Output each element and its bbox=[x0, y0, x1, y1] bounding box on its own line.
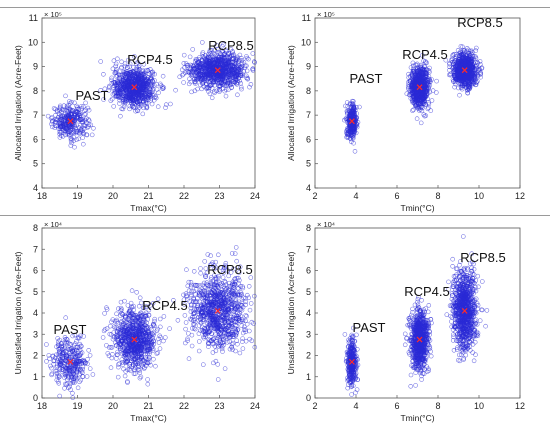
x-tick-label: 10 bbox=[474, 191, 484, 201]
x-tick-label: 24 bbox=[250, 191, 260, 201]
y-tick-label: 8 bbox=[33, 86, 38, 96]
series-label-past: PAST bbox=[350, 71, 383, 86]
x-tick-label: 2 bbox=[312, 191, 317, 201]
series-label-rcp45: RCP4.5 bbox=[127, 52, 173, 67]
chart-allocated-vs-tmin: 2 4 6 8 10 124567891011 × 10⁵Tmin(°C)Allocated… bbox=[275, 8, 550, 221]
chart-unsatisfied-vs-tmax: 18 19 20 21 22 23 24012345678 × 10⁴Tmax(°C)Unsa… bbox=[0, 218, 275, 426]
y-exponent-label: × 10⁵ bbox=[44, 10, 62, 19]
y-tick-label: 11 bbox=[302, 13, 311, 23]
y-tick-label: 6 bbox=[33, 134, 38, 144]
y-tick-label: 4 bbox=[306, 183, 311, 193]
y-tick-label: 11 bbox=[29, 13, 38, 23]
x-axis-label: Tmin(°C) bbox=[400, 203, 434, 213]
x-tick-label: 23 bbox=[214, 191, 224, 201]
chart-allocated-vs-tmax: 18 19 20 21 22 23 24 4 5 6 7 8 9 10 11 × 10⁵ Tmax(°C) All… bbox=[0, 8, 275, 221]
x-tick-label: 8 bbox=[435, 191, 440, 201]
x-tick-label: 19 bbox=[72, 191, 82, 201]
y-tick-label: 10 bbox=[301, 37, 311, 47]
y-tick-label: 5 bbox=[33, 159, 38, 169]
series-label-rcp85: RCP8.5 bbox=[208, 38, 254, 53]
y-tick-label: 9 bbox=[33, 62, 38, 72]
y-tick-label: 6 bbox=[306, 134, 311, 144]
series-label-rcp85: RCP8.5 bbox=[457, 15, 503, 30]
x-tick-label: 21 bbox=[143, 191, 153, 201]
x-tick-label: 20 bbox=[108, 191, 118, 201]
y-tick-label: 4 bbox=[33, 183, 38, 193]
x-tick-label: 18 bbox=[37, 191, 47, 201]
x-tick-label: 12 bbox=[515, 191, 525, 201]
y-tick-label: 7 bbox=[306, 110, 311, 120]
x-axis-label: Tmax(°C) bbox=[130, 203, 167, 213]
series-label-rcp45: RCP4.5 bbox=[402, 47, 448, 62]
y-tick-label: 7 bbox=[33, 110, 38, 120]
y-tick-label: 5 bbox=[306, 159, 311, 169]
y-tick-label: 9 bbox=[306, 62, 311, 72]
y-tick-label: 8 bbox=[306, 86, 311, 96]
x-tick-label: 22 bbox=[179, 191, 189, 201]
x-tick-label: 6 bbox=[394, 191, 399, 201]
x-tick-label: 4 bbox=[353, 191, 358, 201]
y-tick-label: 10 bbox=[28, 37, 38, 47]
y-axis-label: Allocated Irrigation (Acre-Feet) bbox=[13, 45, 23, 161]
y-axis-label: Allocated Irrigation (Acre-Feet) bbox=[286, 45, 296, 161]
series-label-past: PAST bbox=[76, 88, 109, 103]
y-exponent-label: × 10⁵ bbox=[317, 10, 335, 19]
